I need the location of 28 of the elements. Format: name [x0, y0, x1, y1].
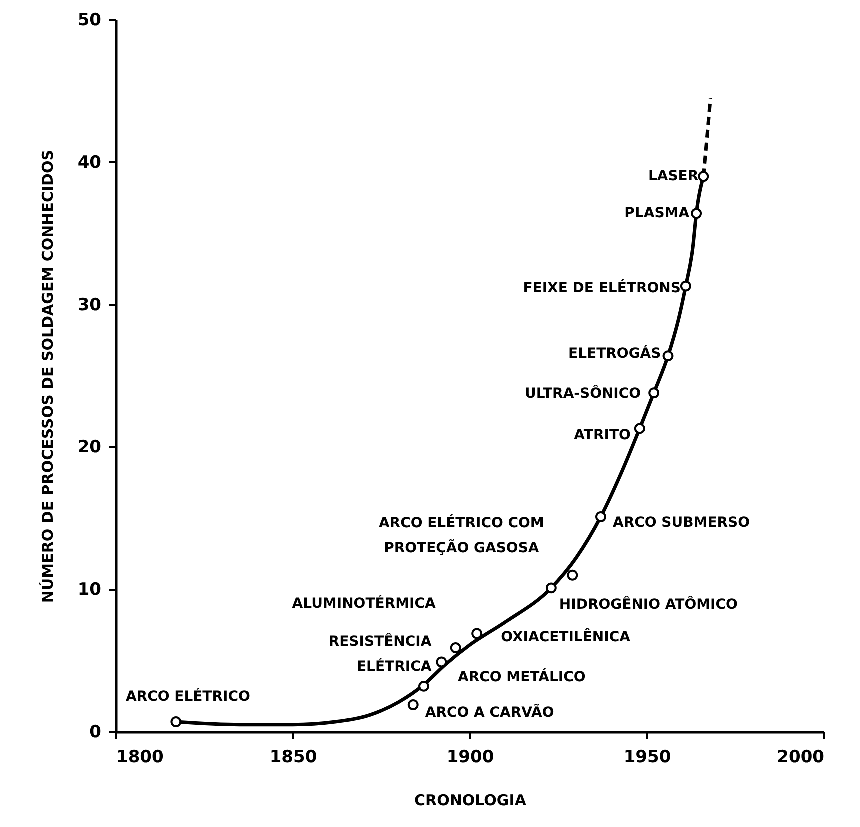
- y-axis-title: NÚMERO DE PROCESSOS DE SOLDAGEM CONHECIDOS: [38, 150, 57, 604]
- x-tick-label: 1900: [446, 748, 494, 768]
- annotation: RESISTÊNCIA ELÉTRICA: [328, 633, 432, 676]
- x-tick-label: 1950: [624, 748, 672, 768]
- annotation: OXIACETILÊNICA: [501, 628, 631, 646]
- annotation: ATRITO: [574, 428, 632, 444]
- annotation: LASER: [648, 168, 699, 185]
- annotation: ARCO ELÉTRICO: [126, 688, 250, 706]
- y-tick-label: 30: [78, 295, 102, 316]
- annotation: ELETROGÁS: [568, 345, 662, 362]
- annotation: FEIXE DE ELÉTRONS: [523, 279, 681, 296]
- y-tick-label: 0: [90, 722, 102, 742]
- x-axis-title: CRONOLOGIA: [414, 792, 527, 810]
- y-tick-label: 50: [78, 10, 102, 30]
- x-tick-label: 1850: [270, 748, 318, 768]
- annotation: ARCO METÁLICO: [458, 668, 586, 686]
- annotation: HIDROGÊNIO ATÔMICO: [559, 596, 738, 614]
- y-tick-label: 40: [78, 152, 102, 173]
- annotation: ARCO ELÉTRICO COM PROTEÇÃO GASOSA: [378, 514, 544, 556]
- annotation: ARCO A CARVÃO: [425, 702, 554, 721]
- annotation: PLASMA: [624, 206, 690, 222]
- x-tick-label: 1800: [116, 748, 164, 768]
- y-tick-label: 10: [78, 580, 102, 600]
- annotation: ALUMINOTÉRMICA: [292, 594, 436, 612]
- annotation: ULTRA-SÔNICO: [525, 385, 642, 402]
- x-tick-label: 2000: [777, 748, 825, 768]
- y-tick-label: 20: [78, 438, 102, 458]
- annotation: ARCO SUBMERSO: [612, 514, 750, 531]
